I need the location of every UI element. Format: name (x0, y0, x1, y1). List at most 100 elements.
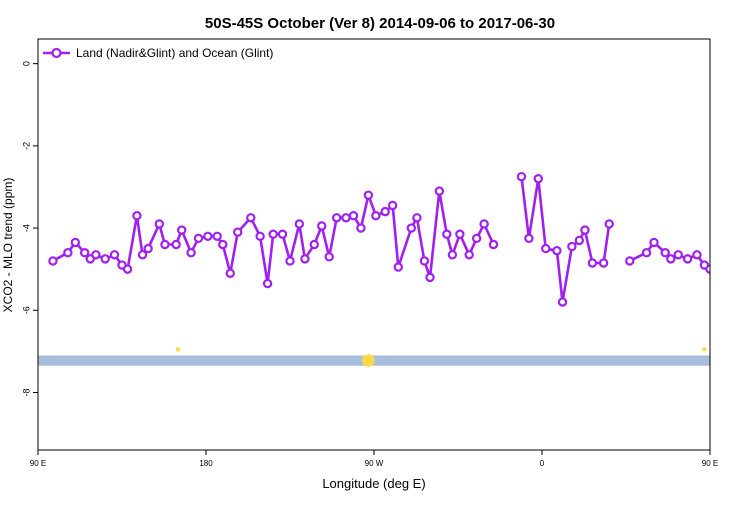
data-point (419, 256, 430, 266)
data-point (331, 213, 342, 223)
data-point (705, 264, 710, 274)
data-point (682, 254, 693, 264)
x-axis-label: Longitude (deg E) (322, 476, 425, 491)
data-point (488, 239, 499, 250)
data-point (371, 211, 381, 221)
data-point (625, 256, 635, 266)
data-point (380, 206, 390, 217)
y-tick-label: -8 (21, 388, 31, 396)
y-tick-label: -6 (21, 306, 31, 314)
data-point (137, 250, 148, 260)
data-point (218, 239, 228, 250)
data-point (294, 219, 305, 229)
legend-marker (51, 47, 62, 59)
data-point (348, 211, 359, 221)
data-point (412, 213, 422, 223)
data-point (70, 237, 81, 248)
band-highlight (702, 347, 707, 352)
data-point (363, 190, 374, 200)
data-point (285, 256, 295, 266)
data-point (171, 239, 181, 250)
x-tick-label: 90 E (702, 459, 718, 468)
data-point (425, 272, 435, 283)
data-point (246, 213, 256, 223)
series-line (629, 241, 710, 271)
data-point (557, 297, 568, 307)
data-point (533, 174, 543, 184)
data-point (63, 248, 73, 258)
data-point (160, 239, 170, 250)
data-point (479, 219, 489, 229)
data-point (567, 241, 577, 252)
data-point (324, 252, 334, 262)
data-point (268, 229, 278, 239)
data-point (262, 278, 273, 289)
data-point (233, 227, 243, 237)
data-point (649, 237, 659, 248)
data-point (406, 223, 417, 233)
data-point (471, 233, 482, 244)
data-point (48, 256, 58, 266)
data-point (455, 229, 465, 239)
data-point (574, 235, 585, 246)
x-tick-label: 180 (199, 459, 213, 468)
data-point (100, 254, 110, 264)
data-point (442, 229, 452, 239)
data-point (716, 212, 723, 219)
data-point (434, 186, 445, 196)
data-point (177, 225, 187, 235)
data-point (317, 221, 327, 231)
data-point (193, 233, 204, 244)
y-axis-label: XCO2 - MLO trend (ppm) (1, 178, 15, 313)
x-tick-label: 0 (540, 459, 545, 468)
series-line (520, 176, 611, 304)
data-point (598, 258, 609, 268)
data-point (393, 262, 403, 272)
data-point (143, 243, 153, 254)
data-point (79, 248, 90, 258)
x-tick-label: 90 W (365, 459, 384, 468)
legend-label: Land (Nadir&Glint) and Ocean (Glint) (76, 46, 273, 60)
data-point (91, 250, 101, 260)
data-point (580, 225, 590, 235)
data-point (186, 248, 196, 258)
data-point (356, 223, 366, 233)
data-point (673, 250, 683, 260)
data-point (541, 243, 551, 254)
band-highlight (175, 347, 181, 352)
data-point (464, 250, 474, 260)
chart-title: 50S-45S October (Ver 8) 2014-09-06 to 20… (205, 15, 555, 32)
data-point (212, 231, 222, 241)
data-point (300, 254, 310, 264)
data-point (604, 219, 614, 229)
observation-band (38, 347, 710, 368)
data-point (516, 171, 527, 182)
y-tick-label: 0 (21, 61, 31, 66)
data-point (154, 219, 165, 229)
band-highlight (364, 356, 373, 365)
data-point (277, 229, 288, 239)
data-point (641, 248, 652, 258)
data-point (341, 213, 351, 223)
data-point (660, 248, 670, 258)
data-point (203, 231, 213, 241)
data-point (122, 264, 133, 274)
data-point (666, 254, 676, 264)
data-point (692, 250, 702, 260)
data-point (109, 250, 120, 260)
y-tick-label: -4 (21, 224, 31, 232)
data-point (225, 268, 235, 278)
y-tick-label: -2 (21, 142, 31, 150)
data-point (524, 233, 534, 244)
data-point (552, 245, 562, 256)
data-point (387, 200, 398, 211)
data-point (587, 258, 598, 268)
data-point (255, 231, 265, 241)
data-point (132, 211, 142, 221)
data-point (721, 251, 728, 258)
x-tick-label: 90 E (30, 459, 46, 468)
legend: Land (Nadir&Glint) and Ocean (Glint) (43, 46, 273, 60)
